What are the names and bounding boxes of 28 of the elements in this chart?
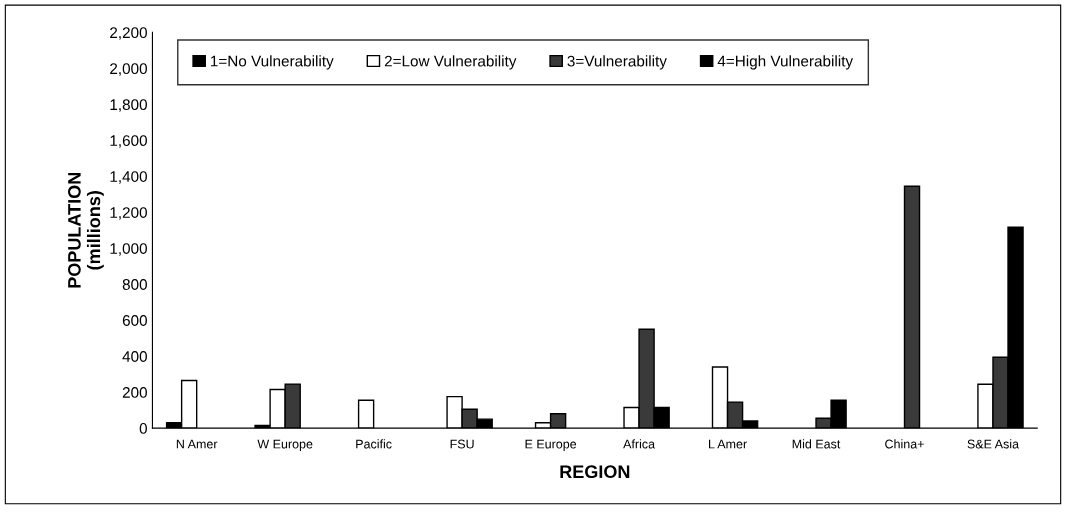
y-tick-label: 1,200	[110, 207, 147, 220]
x-tick-label: L Amer	[709, 439, 747, 449]
x-tick-label: FSU	[450, 439, 474, 449]
y-tick-label: 400	[122, 351, 147, 362]
x-tick-label: Pacific	[356, 439, 392, 449]
y-tick-label: 600	[122, 315, 147, 326]
x-tick-label: Africa	[623, 439, 656, 449]
x-tick-label: W Europe	[257, 439, 313, 451]
x-axis-title: REGION	[560, 465, 630, 479]
y-axis-title: POPULATION (millions)	[67, 172, 104, 288]
y-tick-label: 2,000	[110, 63, 147, 76]
y-tick-label: 800	[122, 279, 147, 290]
legend-label: 3=Vulnerability	[567, 55, 667, 70]
y-tick-label: 1,800	[110, 99, 147, 112]
y-tick-label: 1,600	[110, 135, 147, 148]
x-tick-label: N Amer	[176, 439, 218, 449]
x-tick-label: E Europe	[525, 439, 577, 451]
y-tick-label: 1,400	[110, 171, 147, 184]
x-tick-label: S&E Asia	[967, 439, 1020, 449]
y-tick-label: 200	[122, 387, 147, 398]
legend-label: 2=Low Vulnerability	[384, 55, 517, 70]
x-tick-label: China+	[885, 439, 924, 449]
y-tick-label: 1,000	[110, 243, 147, 256]
y-tick-label: 0	[139, 423, 147, 434]
legend-label: 1=No Vulnerability	[211, 55, 334, 70]
legend-label: 4=High Vulnerability	[717, 55, 854, 70]
y-tick-label: 2,200	[110, 27, 147, 40]
x-tick-label: Mid East	[792, 439, 841, 449]
